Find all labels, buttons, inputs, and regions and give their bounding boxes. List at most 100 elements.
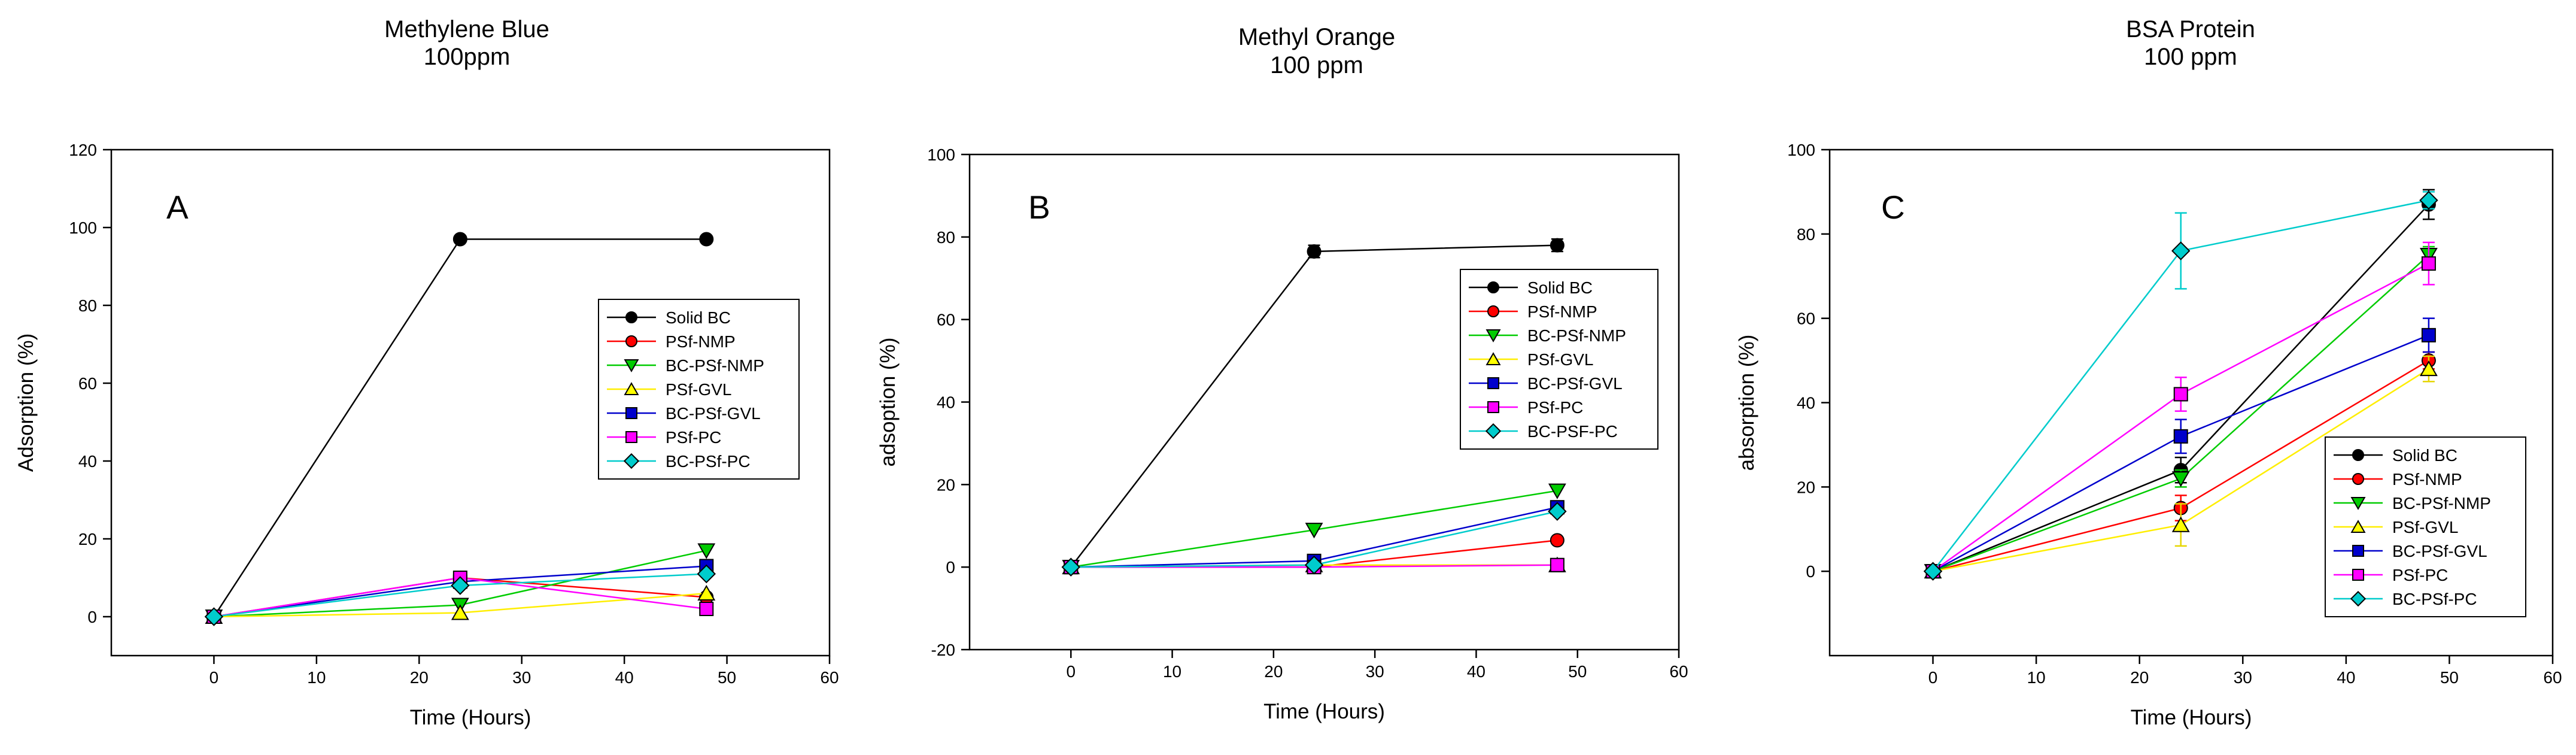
legend-marker <box>1487 401 1499 413</box>
data-point <box>1550 533 1565 548</box>
data-point <box>1305 523 1323 539</box>
data-point <box>1548 502 1567 521</box>
data-point <box>699 602 714 616</box>
legend: Solid BC PSf-NMP BC-PSf-NMP PSf-GVL BC-PSf-G… <box>598 299 800 480</box>
y-tick-label: 20 <box>1797 478 1815 496</box>
x-tick-label: 10 <box>1163 662 1181 681</box>
data-point <box>2419 190 2438 210</box>
legend-item: BC-PSf-NMP <box>2334 494 2491 513</box>
legend-marker <box>1487 305 1499 317</box>
chart-subtitle: 100ppm <box>424 44 511 70</box>
legend-label: BC-PSf-GVL <box>666 404 761 423</box>
legend-item: PSf-NMP <box>2334 470 2462 489</box>
legend-label: BC-PSf-GVL <box>1527 374 1623 393</box>
y-tick-label: 40 <box>78 452 97 471</box>
x-tick-label: 30 <box>1366 662 1384 681</box>
y-tick-label: 80 <box>78 296 97 315</box>
panel-letter: C <box>1881 189 1905 226</box>
legend-item: BC-PSf-PC <box>607 452 751 471</box>
x-axis-label: Time (Hours) <box>2131 706 2252 729</box>
legend-item: PSf-NMP <box>1469 302 1597 321</box>
data-point <box>1548 483 1566 499</box>
data-point <box>1550 238 1565 253</box>
x-tick-label: 50 <box>2440 668 2459 687</box>
legend-label: Solid BC <box>666 308 731 327</box>
legend-marker <box>625 335 637 347</box>
x-tick-label: 10 <box>307 668 326 687</box>
legend-item: BC-PSF-PC <box>1469 422 1618 441</box>
data-point <box>2171 241 2191 260</box>
legend-item: PSf-GVL <box>607 380 731 399</box>
legend-marker <box>625 311 637 323</box>
data-point <box>1550 557 1565 572</box>
legend-label: BC-PSf-PC <box>2392 590 2477 608</box>
legend-item: PSf-PC <box>2334 566 2448 584</box>
legend-marker <box>623 453 640 469</box>
legend-item: PSf-GVL <box>2334 518 2458 536</box>
legend-item: PSf-PC <box>607 428 721 447</box>
panel-letter: B <box>1028 189 1050 226</box>
x-tick-label: 0 <box>1928 668 1938 687</box>
legend-label: BC-PSf-NMP <box>2392 494 2491 513</box>
legend-item: Solid BC <box>2334 446 2457 465</box>
x-tick-label: 0 <box>1066 662 1076 681</box>
legend-label: BC-PSf-GVL <box>2392 542 2487 560</box>
x-axis-label: Time (Hours) <box>1263 700 1385 723</box>
x-axis-label: Time (Hours) <box>410 706 531 729</box>
x-tick-label: 50 <box>1568 662 1587 681</box>
legend-label: BC-PSf-NMP <box>666 356 764 375</box>
legend-item: BC-PSf-NMP <box>1469 326 1626 345</box>
y-axis-label: absorption (%) <box>1735 335 1758 471</box>
data-point <box>451 604 469 620</box>
data-point <box>697 584 716 601</box>
x-tick-label: 20 <box>1264 662 1283 681</box>
data-point <box>2173 387 2188 402</box>
x-tick-label: 60 <box>2543 668 2562 687</box>
chart-title: Methyl Orange <box>1238 24 1395 50</box>
legend-item: PSf-NMP <box>607 332 736 351</box>
legend: Solid BC PSf-NMP BC-PSf-NMP PSf-GVL BC-PSf-G… <box>1460 269 1658 450</box>
y-tick-label: 0 <box>1806 562 1815 581</box>
legend-item: PSf-GVL <box>1469 350 1593 369</box>
y-tick-label: 100 <box>927 145 955 164</box>
data-point <box>697 543 716 559</box>
data-point <box>1304 556 1324 575</box>
x-tick-label: 40 <box>615 668 634 687</box>
y-tick-label: 80 <box>1797 225 1815 244</box>
panel-letter: A <box>166 189 189 226</box>
legend-label: PSf-NMP <box>1527 302 1597 321</box>
legend-label: Solid BC <box>2392 446 2457 465</box>
y-axis-label: Adsorption (%) <box>14 333 38 472</box>
y-tick-label: 100 <box>1787 141 1815 159</box>
legend-label: BC-PSf-PC <box>666 452 751 471</box>
y-tick-label: 60 <box>1797 310 1815 328</box>
data-point <box>1061 557 1080 577</box>
data-point <box>2421 256 2436 271</box>
legend-item: Solid BC <box>607 308 731 327</box>
legend-label: PSf-GVL <box>666 380 731 399</box>
x-tick-label: 30 <box>2234 668 2252 687</box>
series-bc-psf-pc <box>204 564 716 626</box>
x-tick-label: 40 <box>1467 662 1486 681</box>
legend-label: Solid BC <box>1527 278 1593 297</box>
chart-subtitle: 100 ppm <box>1270 52 1363 78</box>
y-tick-label: -20 <box>931 641 955 659</box>
legend-marker <box>625 431 637 443</box>
data-point <box>204 607 224 626</box>
legend-marker <box>1486 329 1501 342</box>
legend-item: BC-PSf-GVL <box>607 404 761 423</box>
legend-marker <box>625 407 637 419</box>
legend-label: BC-PSF-PC <box>1527 422 1618 441</box>
y-tick-label: 0 <box>87 608 97 626</box>
legend-label: PSf-GVL <box>2392 518 2458 536</box>
legend-marker <box>1487 281 1499 293</box>
legend-item: BC-PSf-GVL <box>1469 374 1623 393</box>
legend-marker <box>2352 473 2364 485</box>
legend-item: Solid BC <box>1469 278 1593 297</box>
data-point <box>452 232 467 247</box>
legend-marker <box>2350 497 2366 510</box>
